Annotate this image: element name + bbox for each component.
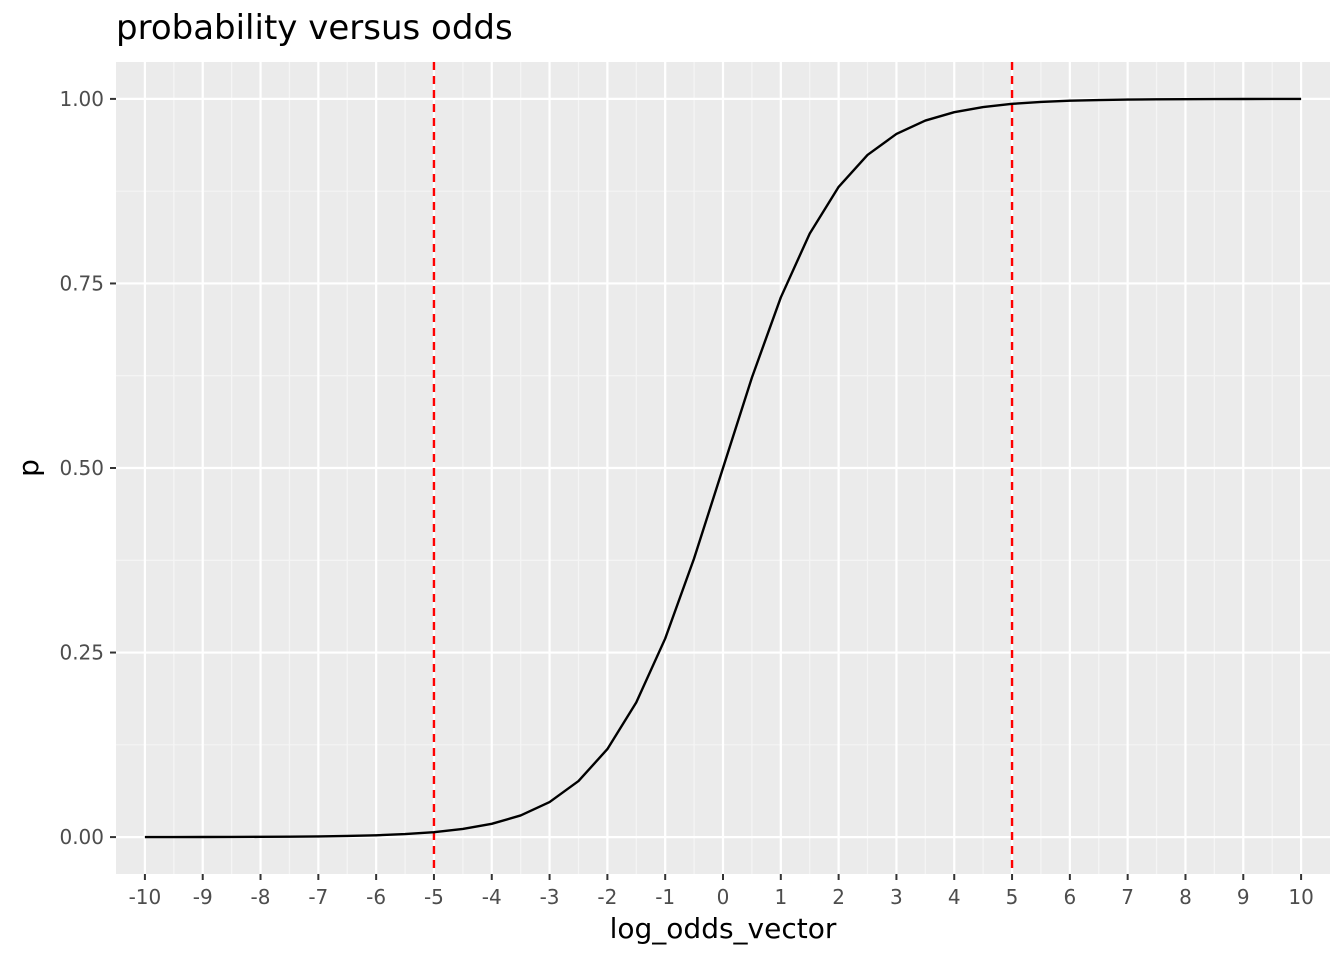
x-tick-label: -3 bbox=[540, 885, 560, 909]
x-tick-label: -1 bbox=[655, 885, 675, 909]
series-line bbox=[144, 97, 1302, 839]
x-tick-label: -10 bbox=[129, 885, 162, 909]
x-tick-label: 9 bbox=[1237, 885, 1250, 909]
x-tick-label: 6 bbox=[1063, 885, 1076, 909]
y-tick-label: 0.25 bbox=[59, 641, 104, 665]
x-tick-label: 4 bbox=[948, 885, 961, 909]
x-tick-label: 0 bbox=[717, 885, 730, 909]
x-tick-label: -8 bbox=[251, 885, 271, 909]
y-tick-label: 0.00 bbox=[59, 825, 104, 849]
x-tick-label: -7 bbox=[308, 885, 328, 909]
x-axis-title: log_odds_vector bbox=[610, 912, 837, 945]
x-tick-label: -2 bbox=[597, 885, 617, 909]
x-axis: -10 -9 -8 -7 -6 -5 -4 -3 -2 -1 0 1 2 3 4 5 6 7 8 9 10 bbox=[129, 874, 1314, 909]
y-axis-title: p bbox=[12, 459, 45, 477]
y-tick-label: 0.75 bbox=[59, 271, 104, 295]
x-tick-label: 8 bbox=[1179, 885, 1192, 909]
x-tick-label: -9 bbox=[193, 885, 213, 909]
y-tick-label: 0.50 bbox=[59, 456, 104, 480]
x-tick-label: 2 bbox=[832, 885, 845, 909]
series-group bbox=[144, 97, 1302, 839]
reference-lines bbox=[432, 62, 1014, 874]
x-tick-label: 3 bbox=[890, 885, 903, 909]
y-axis: 0.00 0.25 0.50 0.75 1.00 bbox=[59, 87, 116, 849]
x-tick-label: 5 bbox=[1006, 885, 1019, 909]
chart-title: probability versus odds bbox=[116, 8, 513, 48]
y-tick-label: 1.00 bbox=[59, 87, 104, 111]
x-tick-label: 1 bbox=[774, 885, 787, 909]
x-tick-label: 7 bbox=[1121, 885, 1134, 909]
x-tick-label: -5 bbox=[424, 885, 444, 909]
x-tick-label: -4 bbox=[482, 885, 502, 909]
x-tick-label: 10 bbox=[1288, 885, 1313, 909]
x-tick-label: -6 bbox=[366, 885, 386, 909]
